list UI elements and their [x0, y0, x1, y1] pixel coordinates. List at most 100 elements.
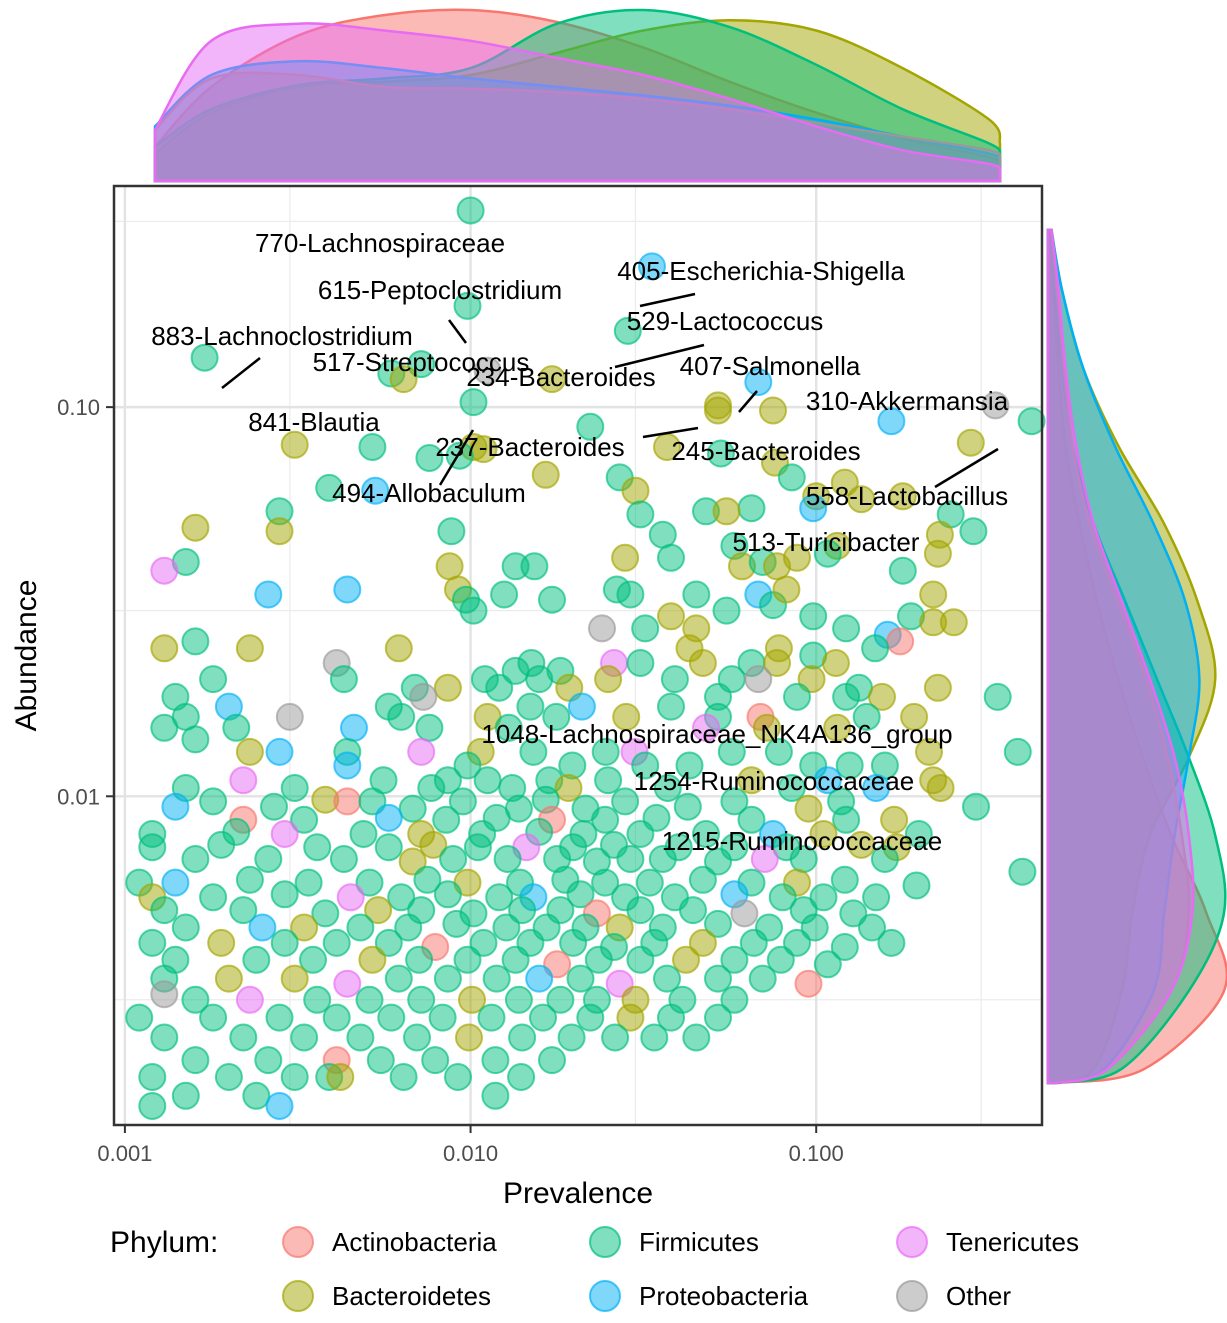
legend-label-tenericutes: Tenericutes — [946, 1227, 1079, 1257]
point-proteobacteria — [161, 868, 190, 897]
point-firmicutes — [660, 665, 689, 694]
point-firmicutes — [835, 751, 864, 780]
point-label: 1254-Ruminococcaceae — [634, 766, 914, 796]
point-bacteroidetes — [926, 774, 955, 802]
point-firmicutes — [138, 1063, 167, 1091]
point-firmicutes — [673, 792, 702, 821]
annotation-segment — [438, 429, 475, 486]
point-firmicutes — [783, 928, 811, 957]
point-firmicutes — [679, 896, 707, 925]
point-firmicutes — [626, 500, 655, 529]
point-firmicutes — [355, 868, 384, 897]
point-firmicutes — [720, 985, 749, 1014]
point-tenericutes — [229, 766, 258, 795]
point-firmicutes — [764, 737, 793, 766]
point-bacteroidetes — [923, 539, 952, 568]
point-firmicutes — [463, 833, 492, 862]
point-proteobacteria — [265, 737, 294, 766]
point-bacteroidetes — [939, 608, 968, 637]
point-proteobacteria — [744, 368, 773, 396]
point-other — [409, 682, 438, 711]
point-bacteroidetes — [433, 673, 462, 702]
annotation-segment — [639, 292, 696, 308]
point-firmicutes — [657, 692, 685, 721]
point-firmicutes — [852, 702, 881, 731]
point-other — [150, 980, 179, 1009]
point-bacteroidetes — [915, 737, 943, 766]
legend-label-actinobacteria: Actinobacteria — [332, 1227, 497, 1257]
point-firmicutes — [387, 883, 416, 912]
point-firmicutes — [150, 1023, 179, 1052]
point-firmicutes — [692, 820, 720, 848]
point-firmicutes — [559, 928, 588, 957]
point-bacteroidetes — [235, 634, 264, 663]
point-bacteroidetes — [458, 985, 486, 1014]
point-firmicutes — [303, 833, 332, 862]
point-firmicutes — [413, 865, 442, 894]
point-firmicutes — [469, 928, 498, 957]
point-firmicutes — [508, 896, 537, 925]
point-firmicutes — [290, 1023, 319, 1052]
point-firmicutes — [830, 933, 859, 961]
point-bacteroidetes — [704, 396, 732, 425]
point-firmicutes — [959, 517, 988, 546]
annotation-segment — [221, 357, 261, 389]
point-bacteroidetes — [616, 1003, 645, 1032]
point-firmicutes — [777, 774, 806, 802]
point-firmicutes — [270, 880, 299, 909]
point-bacteroidetes — [900, 702, 929, 731]
point-firmicutes — [616, 580, 645, 609]
point-firmicutes — [631, 751, 660, 780]
point-label: 558-Lactobacillus — [806, 481, 1008, 511]
annotation-segment — [738, 390, 758, 413]
point-firmicutes — [242, 1081, 271, 1110]
point-firmicutes — [214, 1063, 243, 1091]
point-label: 245-Bacteroides — [671, 436, 860, 466]
point-bacteroidetes — [688, 649, 717, 677]
point-firmicutes — [254, 845, 283, 873]
point-firmicutes — [415, 444, 444, 472]
point-firmicutes — [199, 1003, 228, 1032]
point-bacteroidetes — [888, 482, 917, 511]
point-firmicutes — [437, 517, 466, 546]
point-firmicutes — [611, 787, 640, 816]
legend-key-proteobacteria — [589, 1280, 621, 1312]
point-firmicutes — [601, 1023, 630, 1052]
legend: Phylum: Actinobacteria Firmicutes Tenericu… — [110, 1226, 1079, 1312]
point-firmicutes — [704, 847, 732, 876]
point-firmicutes — [862, 883, 891, 912]
point-firmicutes — [229, 1023, 258, 1052]
point-proteobacteria — [877, 407, 906, 436]
point-firmicutes — [538, 585, 566, 614]
point-proteobacteria — [862, 774, 891, 802]
legend-key-tenericutes — [896, 1226, 928, 1258]
point-bacteroidetes — [389, 365, 418, 394]
point-firmicutes — [377, 1003, 406, 1032]
legend-label-other: Other — [946, 1281, 1011, 1311]
point-firmicutes — [190, 343, 219, 372]
point-firmicutes — [403, 1023, 431, 1052]
point-firmicutes — [171, 913, 200, 942]
point-firmicutes — [1003, 737, 1032, 766]
point-firmicutes — [280, 774, 309, 802]
point-tenericutes — [692, 713, 720, 742]
point-other — [588, 614, 616, 643]
point-firmicutes — [591, 737, 620, 766]
point-firmicutes — [138, 833, 167, 862]
point-firmicutes — [294, 868, 323, 897]
point-firmicutes — [739, 928, 768, 957]
point-firmicutes — [485, 883, 514, 912]
legend-title: Phylum: — [110, 1226, 218, 1259]
point-firmicutes — [433, 880, 462, 909]
point-proteobacteria — [374, 803, 403, 832]
point-firmicutes — [653, 774, 682, 802]
point-firmicutes — [962, 792, 990, 821]
x-tick-label: 0.010 — [443, 1141, 498, 1166]
point-firmicutes — [490, 580, 519, 609]
point-proteobacteria — [161, 792, 190, 821]
point-firmicutes — [768, 883, 797, 912]
point-bacteroidetes — [235, 737, 264, 766]
point-bacteroidetes — [868, 682, 896, 711]
axes: 0.001 0.010 0.100 0.01 0.10 — [57, 395, 844, 1166]
